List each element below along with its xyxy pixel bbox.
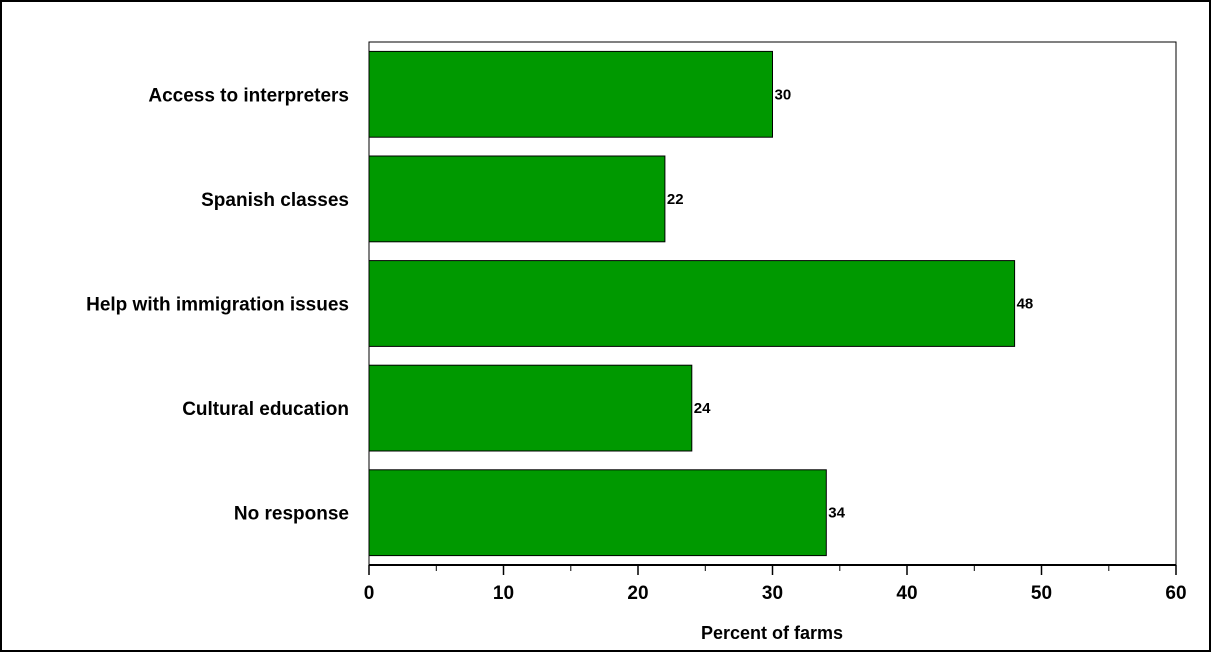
bar-value-label: 30 (775, 86, 792, 103)
bar-2 (368, 260, 1016, 347)
bar-1 (368, 155, 666, 243)
category-label: Spanish classes (201, 190, 349, 211)
x-tick-label: 60 (1165, 583, 1186, 604)
x-axis-title: Percent of farms (701, 623, 843, 643)
category-label: Help with immigration issues (86, 295, 349, 316)
x-tick-label: 40 (896, 583, 917, 604)
category-label: No response (234, 504, 349, 525)
x-tick-label: 50 (1031, 583, 1052, 604)
bar-value-label: 34 (828, 505, 845, 522)
x-tick-label: 20 (627, 583, 648, 604)
bar-0 (368, 50, 773, 138)
bar-3 (368, 364, 693, 452)
x-tick-label: 10 (493, 583, 514, 604)
category-label: Cultural education (182, 399, 349, 420)
bar-value-label: 48 (1017, 296, 1034, 313)
x-tick-label: 30 (762, 583, 783, 604)
bar-value-label: 24 (694, 400, 711, 417)
x-tick-label: 0 (364, 583, 375, 604)
bar-value-label: 22 (667, 191, 684, 208)
category-label: Access to interpreters (148, 85, 349, 106)
bar-4 (368, 469, 827, 557)
